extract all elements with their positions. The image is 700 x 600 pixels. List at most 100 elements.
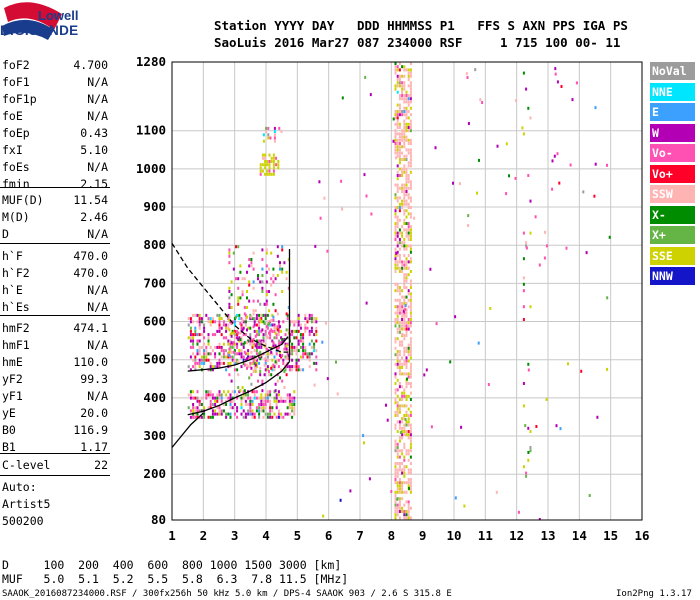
echo-point — [407, 350, 410, 353]
param-value: N/A — [87, 75, 108, 89]
echo-point — [258, 342, 261, 346]
echo-point — [240, 412, 243, 416]
echo-point — [222, 336, 225, 340]
echo-point — [308, 365, 311, 369]
echo-point — [326, 377, 329, 381]
echo-point — [200, 361, 203, 365]
echo-point — [207, 358, 210, 362]
echo-point — [242, 409, 245, 413]
legend-item: W — [650, 123, 695, 142]
echo-point — [293, 409, 296, 413]
echo-point — [288, 396, 291, 400]
echo-point — [250, 373, 253, 377]
echo-point — [405, 414, 408, 417]
echo-point — [396, 266, 399, 270]
echo-point — [209, 406, 212, 410]
echo-point — [187, 323, 190, 327]
echo-point — [398, 202, 401, 206]
echo-point — [233, 368, 236, 372]
echo-point — [251, 355, 254, 359]
echo-point — [396, 154, 399, 158]
echo-point — [198, 361, 201, 365]
param-value: 2.15 — [80, 177, 108, 191]
echo-point — [403, 212, 406, 216]
echo-point — [407, 225, 410, 229]
echo-point — [398, 343, 401, 347]
echo-point — [291, 342, 294, 346]
echo-point — [279, 350, 281, 354]
echo-point — [401, 490, 404, 494]
echo-point — [487, 383, 490, 386]
echo-point — [403, 74, 406, 78]
echo-point — [398, 503, 401, 507]
echo-point — [394, 222, 397, 225]
echo-point — [273, 136, 276, 140]
echo-point — [266, 326, 269, 330]
echo-point — [398, 407, 401, 411]
echo-point — [394, 209, 397, 213]
echo-point — [258, 409, 261, 413]
echo-point — [398, 500, 401, 504]
echo-point — [264, 406, 267, 410]
echo-point — [261, 258, 264, 261]
echo-point — [403, 154, 406, 158]
echo-point — [187, 365, 190, 369]
echo-point — [409, 362, 412, 366]
echo-point — [216, 361, 219, 365]
echo-point — [405, 330, 408, 334]
echo-point — [229, 393, 232, 397]
echo-point — [409, 100, 412, 104]
echo-point — [248, 376, 251, 380]
echo-point — [200, 396, 203, 400]
echo-point — [196, 339, 199, 343]
echo-point — [260, 355, 263, 359]
echo-point — [365, 194, 368, 198]
echo-point — [407, 110, 410, 113]
echo-point — [218, 412, 221, 416]
echo-point — [249, 333, 252, 337]
y-tick-label: 700 — [143, 275, 166, 290]
echo-point — [273, 390, 276, 394]
echo-point — [306, 317, 309, 321]
echo-point — [297, 349, 300, 353]
echo-point — [407, 468, 410, 472]
echo-point — [401, 391, 404, 395]
echo-point — [249, 317, 252, 321]
echo-point — [407, 394, 410, 398]
echo-point — [220, 409, 223, 413]
echo-point — [205, 349, 208, 353]
echo-point — [398, 362, 401, 366]
echo-point — [228, 254, 231, 258]
echo-point — [229, 406, 232, 410]
echo-point — [403, 199, 406, 203]
echo-point — [295, 329, 298, 333]
file-info: SAAOK_2016087234000.RSF / 300fx256h 50 k… — [2, 589, 452, 599]
echo-point — [315, 326, 318, 330]
echo-point — [269, 333, 272, 337]
echo-point — [409, 346, 412, 350]
echo-point — [192, 365, 195, 369]
echo-point — [236, 358, 239, 362]
echo-point — [398, 385, 401, 389]
echo-point — [196, 415, 199, 419]
echo-point — [407, 471, 410, 475]
echo-point — [280, 412, 283, 416]
echo-point — [251, 415, 254, 419]
echo-point — [238, 339, 241, 343]
echo-point — [249, 355, 252, 359]
echo-point — [403, 113, 406, 117]
echo-point — [233, 412, 236, 416]
echo-point — [271, 352, 274, 356]
echo-point — [401, 113, 404, 117]
echo-point — [196, 313, 199, 317]
echo-point — [396, 119, 399, 123]
echo-point — [405, 334, 408, 337]
echo-point — [405, 190, 408, 193]
echo-point — [580, 369, 583, 373]
echo-point — [216, 329, 219, 333]
echo-point — [187, 336, 190, 340]
echo-point — [310, 329, 313, 333]
echo-point — [403, 442, 406, 446]
echo-point — [401, 497, 404, 501]
echo-point — [396, 78, 399, 81]
